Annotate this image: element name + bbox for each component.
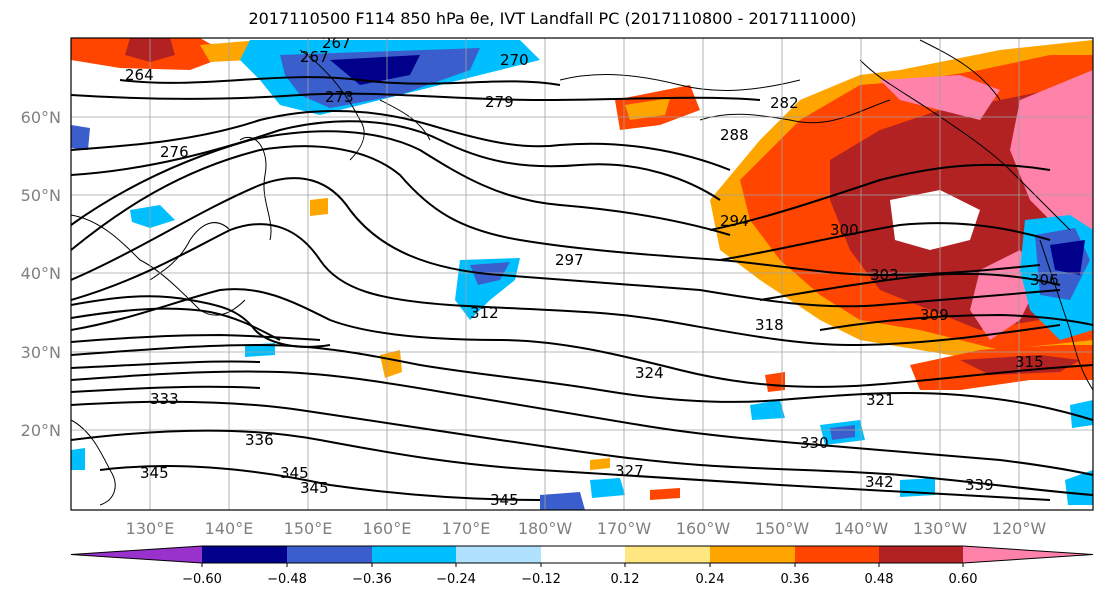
colorbar-tick-label: 0.60 bbox=[949, 572, 978, 587]
colorbar-tick-label: −0.36 bbox=[352, 572, 392, 587]
contour-label: 270 bbox=[500, 51, 529, 69]
contour-label: 330 bbox=[800, 434, 829, 452]
contour-label: 339 bbox=[965, 476, 994, 494]
contour-label: 276 bbox=[160, 143, 189, 161]
lon-label: 180°W bbox=[518, 519, 573, 538]
colorbar-segment bbox=[287, 546, 372, 563]
colorbar-segment bbox=[71, 546, 202, 563]
contour-label: 282 bbox=[770, 94, 799, 112]
contour-label: 279 bbox=[485, 93, 514, 111]
lon-label: 150°W bbox=[755, 519, 810, 538]
lon-label: 170°W bbox=[597, 519, 652, 538]
latitude-labels: 60°N 50°N 40°N 30°N 20°N bbox=[21, 108, 61, 440]
colorbar-tick-label: 0.48 bbox=[865, 572, 894, 587]
colorbar-segment bbox=[963, 546, 1093, 563]
contour-label: 345 bbox=[280, 464, 309, 482]
colorbar-tick-label: −0.60 bbox=[182, 572, 222, 587]
lon-label: 140°W bbox=[834, 519, 889, 538]
colorbar-segment bbox=[625, 546, 710, 563]
contour-label: 324 bbox=[635, 364, 664, 382]
contour-label: 345 bbox=[490, 491, 519, 509]
lat-label: 40°N bbox=[21, 264, 61, 283]
lat-label: 50°N bbox=[21, 186, 61, 205]
colorbar-segment bbox=[879, 546, 963, 563]
contour-label: 318 bbox=[755, 316, 784, 334]
colorbar-segment bbox=[456, 546, 541, 563]
coastlines bbox=[71, 39, 1093, 506]
colorbar-tick-label: 0.12 bbox=[611, 572, 640, 587]
contour-label: 306 bbox=[1030, 271, 1059, 289]
colorbar-tick-label: −0.24 bbox=[436, 572, 476, 587]
contour-label: 345 bbox=[300, 479, 329, 497]
colorbar: −0.60 −0.48 −0.36 −0.24 −0.12 0.12 0.24 0.36 0.4… bbox=[70, 545, 1094, 587]
contour-label: 288 bbox=[720, 126, 749, 144]
colorbar-segment bbox=[202, 546, 287, 563]
contour-label: 321 bbox=[866, 391, 895, 409]
contour-label: 303 bbox=[870, 266, 899, 284]
contour-label: 264 bbox=[125, 66, 154, 84]
colorbar-segment bbox=[372, 546, 456, 563]
map-title: 2017110500 F114 850 hPa θe, IVT Landfall… bbox=[248, 9, 857, 28]
contour-label: 309 bbox=[920, 306, 949, 324]
lat-label: 30°N bbox=[21, 343, 61, 362]
contour-label: 297 bbox=[555, 251, 584, 269]
colorbar-tick-label: −0.12 bbox=[521, 572, 561, 587]
colorbar-segment bbox=[710, 546, 795, 563]
contour-labels: 267 264 267 270 273 279 276 282 288 294 … bbox=[125, 34, 1059, 509]
colorbar-tick-label: −0.48 bbox=[267, 572, 307, 587]
colorbar-segment bbox=[541, 546, 625, 563]
colorbar-segment bbox=[795, 546, 879, 563]
gridlines bbox=[71, 38, 1093, 510]
map-frame bbox=[70, 37, 1094, 511]
contour-label: 336 bbox=[245, 431, 274, 449]
lon-label: 170°E bbox=[442, 519, 491, 538]
lat-label: 20°N bbox=[21, 421, 61, 440]
contour-label: 312 bbox=[470, 304, 499, 322]
contour-label: 333 bbox=[150, 390, 179, 408]
lon-label: 160°W bbox=[676, 519, 731, 538]
contour-label: 267 bbox=[322, 34, 351, 52]
contour-label: 315 bbox=[1015, 353, 1044, 371]
lon-label: 120°W bbox=[992, 519, 1047, 538]
contour-label: 294 bbox=[720, 212, 749, 230]
colorbar-tick-label: 0.24 bbox=[696, 572, 725, 587]
contour-label: 300 bbox=[830, 221, 859, 239]
lon-label: 160°E bbox=[363, 519, 412, 538]
contour-label: 273 bbox=[325, 88, 354, 106]
lon-label: 130°W bbox=[913, 519, 968, 538]
lon-label: 140°E bbox=[205, 519, 254, 538]
contour-label: 267 bbox=[300, 48, 329, 66]
longitude-labels: 130°E 140°E 150°E 160°E 170°E 180°W 170°… bbox=[126, 519, 1047, 538]
contour-label: 342 bbox=[865, 473, 894, 491]
lat-label: 60°N bbox=[21, 108, 61, 127]
lon-label: 150°E bbox=[284, 519, 333, 538]
theta-e-contours bbox=[71, 76, 1093, 501]
colorbar-tick-label: 0.36 bbox=[781, 572, 810, 587]
contour-label: 327 bbox=[615, 462, 644, 480]
lon-label: 130°E bbox=[126, 519, 175, 538]
contour-label: 345 bbox=[140, 464, 169, 482]
